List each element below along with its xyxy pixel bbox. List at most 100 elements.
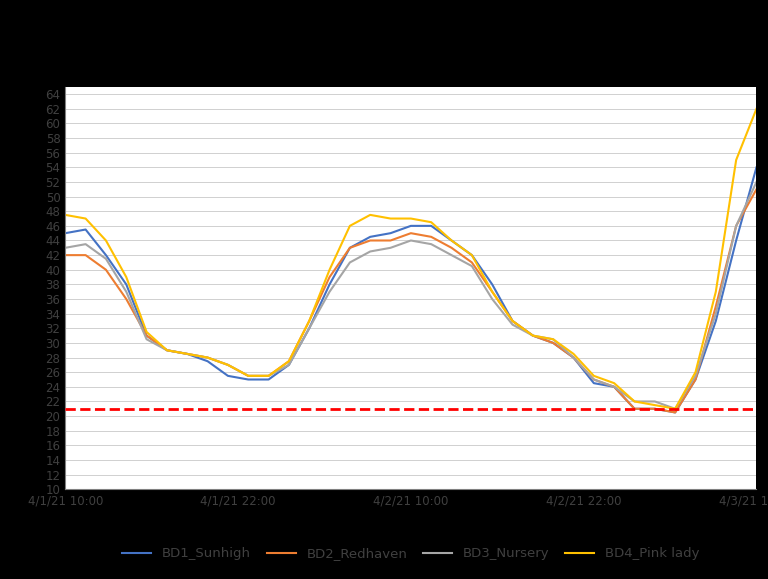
BD4_Pink lady [711, 288, 720, 295]
BD2_Redhaven [305, 317, 314, 324]
BD3_Nursery [162, 347, 171, 354]
BD2_Redhaven [264, 372, 273, 379]
BD3_Nursery [426, 241, 435, 248]
BD2_Redhaven [121, 295, 131, 302]
BD4_Pink lady [183, 350, 192, 357]
BD1_Sunhigh [426, 222, 435, 229]
BD1_Sunhigh [691, 376, 700, 383]
BD4_Pink lady [386, 215, 396, 222]
BD4_Pink lady [508, 317, 517, 324]
BD2_Redhaven [508, 317, 517, 324]
BD1_Sunhigh [346, 244, 355, 251]
BD2_Redhaven [426, 233, 435, 240]
BD1_Sunhigh [508, 317, 517, 324]
BD3_Nursery [467, 263, 476, 270]
BD3_Nursery [548, 336, 558, 343]
BD3_Nursery [81, 241, 90, 248]
BD2_Redhaven [447, 244, 456, 251]
BD2_Redhaven [569, 354, 578, 361]
BD3_Nursery [528, 332, 538, 339]
Line: BD1_Sunhigh: BD1_Sunhigh [65, 167, 756, 412]
BD1_Sunhigh [142, 332, 151, 339]
BD4_Pink lady [223, 361, 233, 368]
BD4_Pink lady [406, 215, 415, 222]
BD2_Redhaven [346, 244, 355, 251]
BD2_Redhaven [610, 383, 619, 390]
BD2_Redhaven [203, 354, 212, 361]
BD4_Pink lady [426, 219, 435, 226]
BD2_Redhaven [589, 376, 598, 383]
BD4_Pink lady [589, 372, 598, 379]
BD3_Nursery [264, 372, 273, 379]
BD4_Pink lady [752, 105, 761, 112]
BD4_Pink lady [691, 369, 700, 376]
BD3_Nursery [366, 248, 375, 255]
BD1_Sunhigh [264, 376, 273, 383]
BD2_Redhaven [548, 339, 558, 346]
BD1_Sunhigh [488, 281, 497, 288]
BD2_Redhaven [488, 288, 497, 295]
BD1_Sunhigh [284, 361, 293, 368]
BD2_Redhaven [366, 237, 375, 244]
BD4_Pink lady [569, 350, 578, 357]
BD3_Nursery [711, 310, 720, 317]
Line: BD2_Redhaven: BD2_Redhaven [65, 189, 756, 412]
BD1_Sunhigh [752, 164, 761, 171]
BD1_Sunhigh [650, 405, 660, 412]
BD3_Nursery [752, 178, 761, 185]
BD3_Nursery [488, 295, 497, 302]
BD2_Redhaven [630, 405, 639, 412]
BD2_Redhaven [101, 266, 111, 273]
BD3_Nursery [121, 288, 131, 295]
BD2_Redhaven [467, 259, 476, 266]
BD3_Nursery [346, 259, 355, 266]
BD1_Sunhigh [467, 252, 476, 259]
BD4_Pink lady [162, 347, 171, 354]
BD2_Redhaven [711, 303, 720, 310]
BD3_Nursery [406, 237, 415, 244]
BD3_Nursery [243, 372, 253, 379]
BD1_Sunhigh [528, 332, 538, 339]
BD3_Nursery [569, 354, 578, 361]
BD4_Pink lady [325, 266, 334, 273]
BD4_Pink lady [528, 332, 538, 339]
BD1_Sunhigh [711, 317, 720, 324]
BD2_Redhaven [162, 347, 171, 354]
BD3_Nursery [142, 336, 151, 343]
BD3_Nursery [386, 244, 396, 251]
BD1_Sunhigh [325, 281, 334, 288]
BD1_Sunhigh [203, 358, 212, 365]
BD4_Pink lady [610, 380, 619, 387]
BD3_Nursery [305, 325, 314, 332]
BD1_Sunhigh [183, 350, 192, 357]
BD4_Pink lady [467, 252, 476, 259]
BD1_Sunhigh [630, 405, 639, 412]
BD3_Nursery [183, 350, 192, 357]
BD3_Nursery [223, 361, 233, 368]
BD1_Sunhigh [101, 252, 111, 259]
BD4_Pink lady [346, 222, 355, 229]
BD4_Pink lady [305, 317, 314, 324]
BD4_Pink lady [366, 211, 375, 218]
BD4_Pink lady [284, 358, 293, 365]
BD4_Pink lady [142, 328, 151, 335]
BD4_Pink lady [243, 372, 253, 379]
BD2_Redhaven [650, 405, 660, 412]
BD1_Sunhigh [610, 383, 619, 390]
BD1_Sunhigh [589, 380, 598, 387]
BD1_Sunhigh [81, 226, 90, 233]
BD2_Redhaven [81, 252, 90, 259]
BD3_Nursery [610, 383, 619, 390]
BD3_Nursery [650, 398, 660, 405]
BD1_Sunhigh [406, 222, 415, 229]
BD3_Nursery [284, 361, 293, 368]
BD1_Sunhigh [447, 237, 456, 244]
BD3_Nursery [732, 222, 741, 229]
BD4_Pink lady [447, 237, 456, 244]
BD3_Nursery [691, 372, 700, 379]
BD1_Sunhigh [386, 230, 396, 237]
BD4_Pink lady [101, 237, 111, 244]
BD1_Sunhigh [162, 347, 171, 354]
Line: BD4_Pink lady: BD4_Pink lady [65, 109, 756, 409]
BD1_Sunhigh [243, 376, 253, 383]
